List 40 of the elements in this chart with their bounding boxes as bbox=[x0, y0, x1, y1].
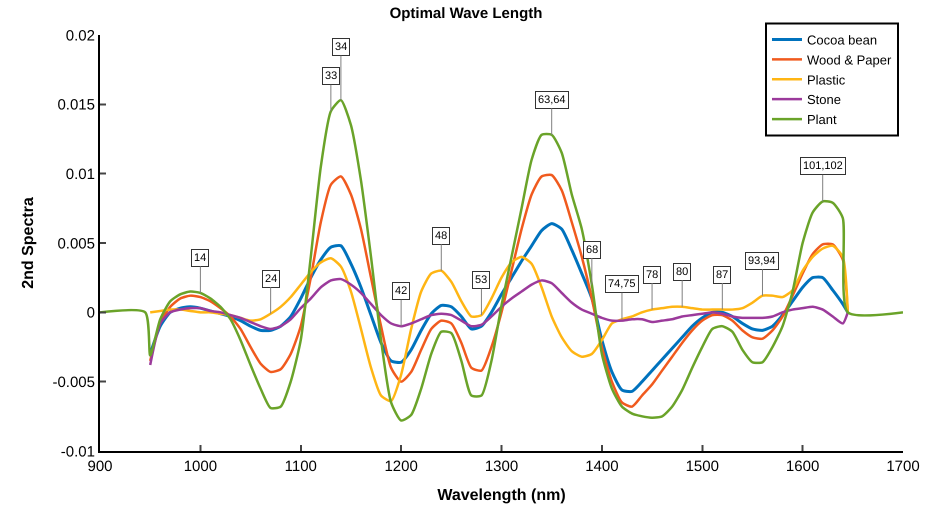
x-tick-label: 1000 bbox=[184, 458, 218, 475]
y-tick-label: 0.005 bbox=[57, 235, 95, 252]
annotation: 24 bbox=[265, 273, 278, 285]
chart-title: Optimal Wave Length bbox=[390, 5, 542, 22]
annotation: 34 bbox=[335, 41, 348, 53]
annotation: 78 bbox=[646, 269, 658, 281]
y-axis-title: 2nd Spectra bbox=[20, 197, 37, 289]
y-tick-label: 0.01 bbox=[66, 166, 95, 183]
x-tick-label: 1300 bbox=[484, 458, 518, 475]
legend-label: Cocoa bean bbox=[806, 32, 878, 48]
legend-label: Plant bbox=[806, 112, 838, 128]
annotation: 68 bbox=[586, 244, 598, 256]
annotation: 63,64 bbox=[538, 94, 566, 106]
legend-label: Wood & Paper bbox=[806, 52, 892, 68]
x-tick-label: 1600 bbox=[786, 458, 820, 475]
x-tick-label: 1200 bbox=[384, 458, 418, 475]
annotation: 53 bbox=[475, 274, 488, 286]
annotation: 101,102 bbox=[803, 160, 843, 172]
annotation: 14 bbox=[194, 252, 206, 264]
y-tick-label: -0.005 bbox=[52, 374, 95, 391]
x-tick-label: 1700 bbox=[886, 458, 920, 475]
annotation: 87 bbox=[716, 269, 728, 281]
x-tick-label: 900 bbox=[87, 458, 113, 475]
x-tick-label: 1400 bbox=[585, 458, 619, 475]
y-tick-label: 0.015 bbox=[57, 96, 95, 114]
annotation: 74,75 bbox=[608, 278, 636, 290]
y-tick-label: -0.01 bbox=[60, 443, 95, 460]
legend-label: Stone bbox=[806, 92, 841, 108]
x-tick-label: 1500 bbox=[686, 458, 719, 475]
line-series bbox=[148, 244, 850, 402]
x-tick-label: 1100 bbox=[284, 458, 317, 475]
legend-label: Plastic bbox=[806, 72, 846, 88]
x-axis-title: Wavelength (nm) bbox=[437, 487, 566, 504]
annotation: 80 bbox=[676, 266, 688, 278]
annotation: 48 bbox=[435, 230, 448, 242]
annotation: 42 bbox=[395, 285, 408, 297]
y-tick-label: 0 bbox=[86, 304, 95, 322]
y-tick-label: 0.02 bbox=[66, 27, 95, 44]
annotation: 93,94 bbox=[748, 255, 776, 267]
annotation: 33 bbox=[325, 70, 338, 82]
